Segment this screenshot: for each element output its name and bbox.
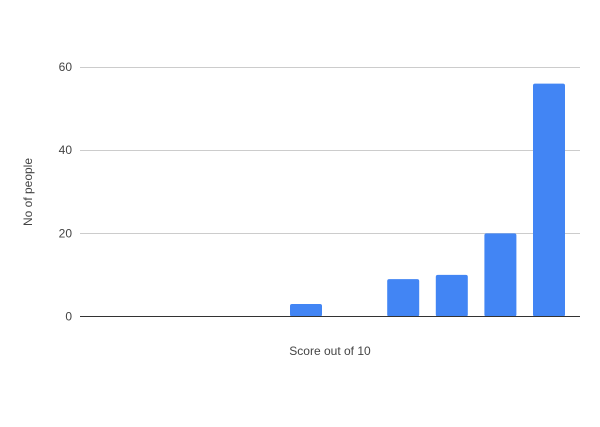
bar-8	[435, 274, 468, 317]
bar-10	[533, 83, 565, 317]
y-tick-label: 0	[65, 310, 72, 324]
y-tick-label: 60	[59, 60, 73, 74]
bar-5	[290, 304, 322, 317]
y-axis-label: No of people	[21, 158, 35, 226]
bars	[290, 83, 565, 317]
x-axis-label: Score out of 10	[289, 344, 371, 358]
gridlines	[80, 67, 580, 234]
bar-9	[484, 233, 517, 317]
bar-7	[387, 279, 420, 317]
y-tick-label: 20	[59, 226, 73, 240]
y-tick-label: 40	[59, 143, 73, 157]
y-axis-ticks: 0 20 40 60	[59, 60, 73, 324]
